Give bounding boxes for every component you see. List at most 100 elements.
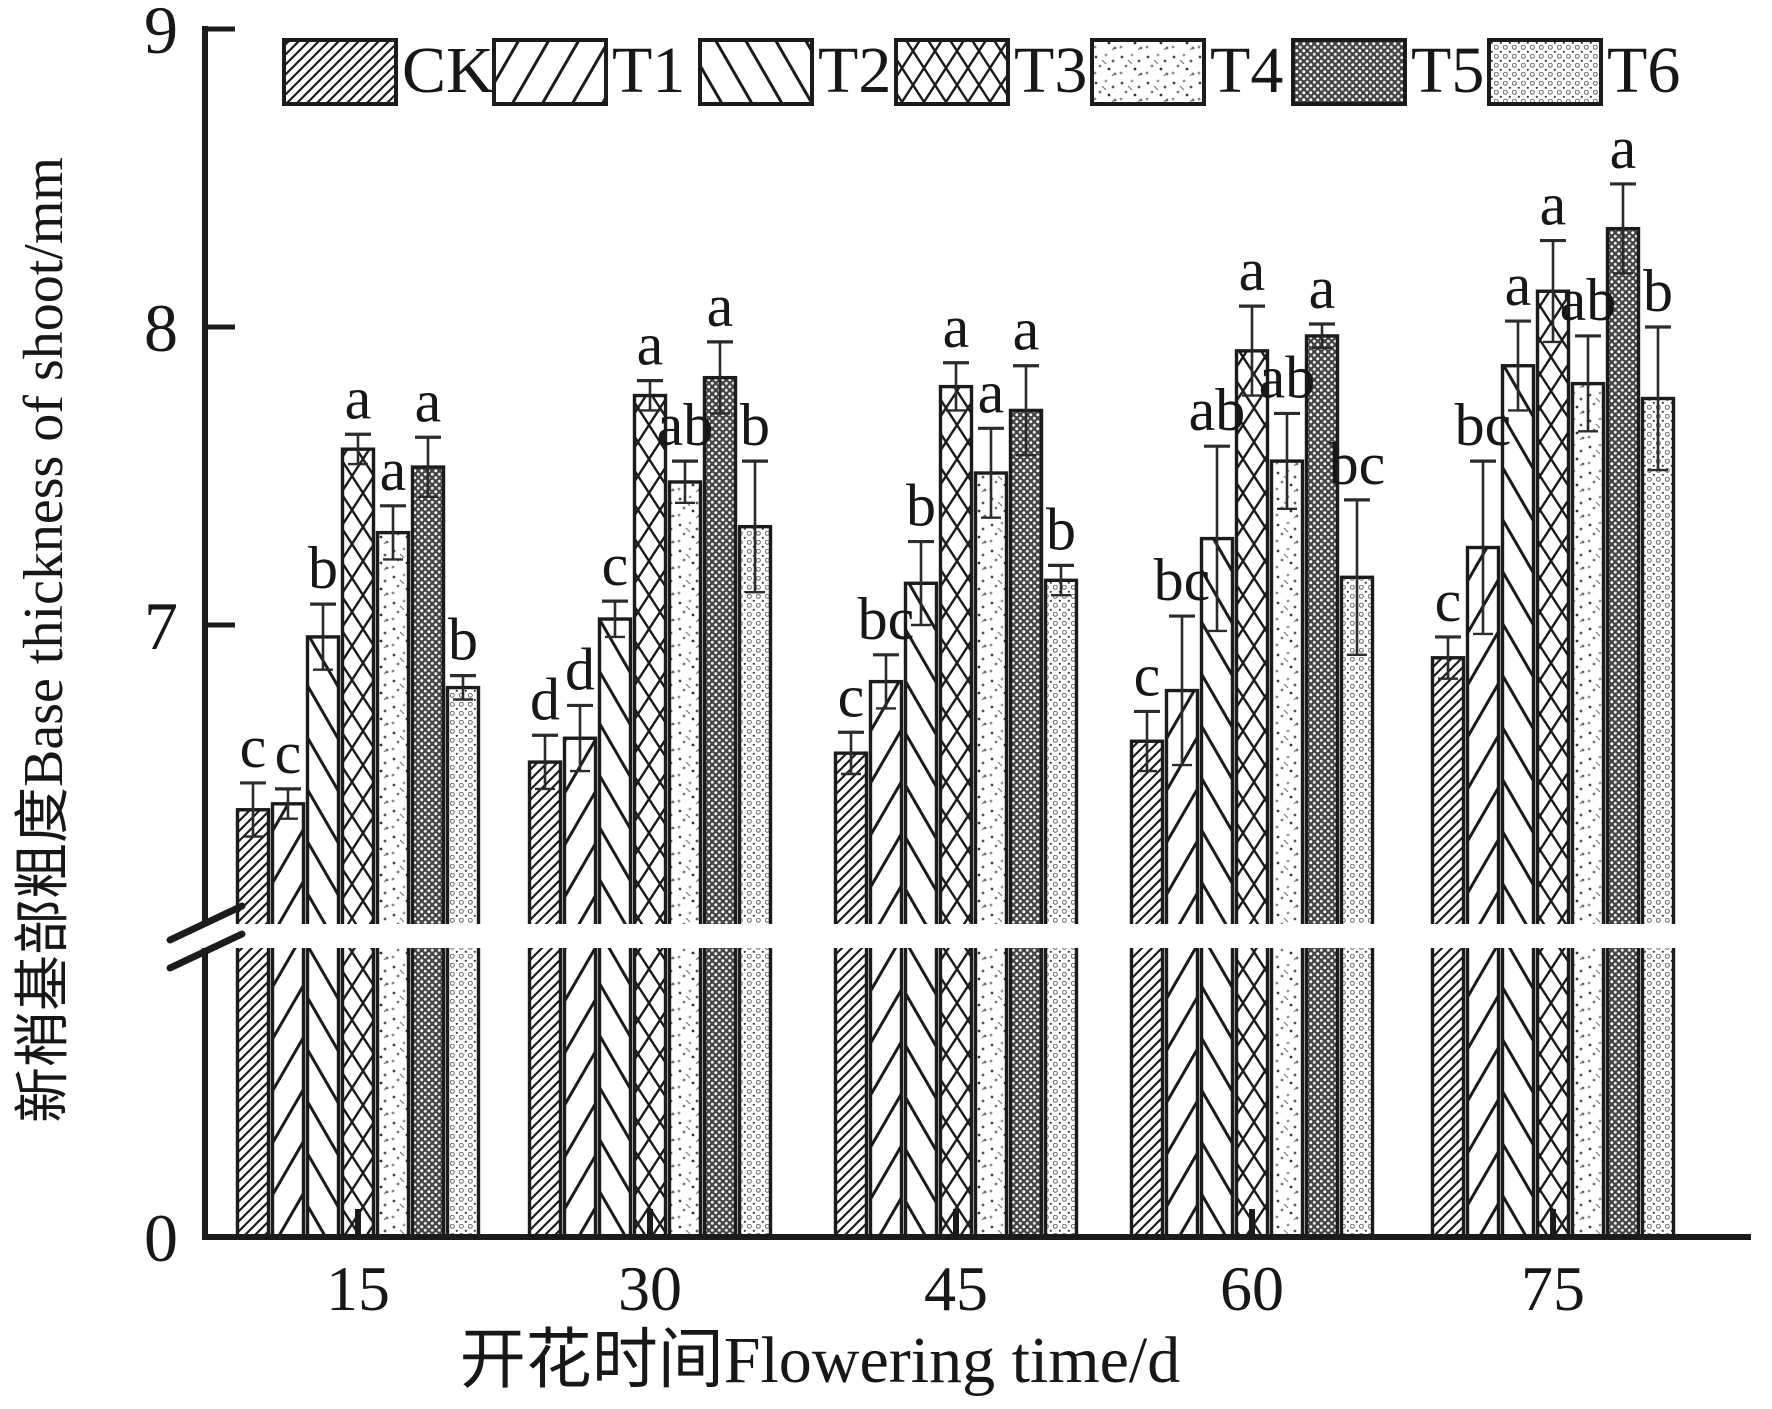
x-tick-label-15: 15: [326, 1253, 390, 1324]
legend-item-T4: T4: [1090, 34, 1283, 107]
bar-T5-60: [1304, 334, 1340, 1240]
y-tick-label-0: 0: [144, 1200, 178, 1276]
sig-letter-T5-75: a: [1610, 115, 1637, 181]
legend-swatch-CK: [282, 38, 398, 106]
legend-label-T3: T3: [1014, 34, 1087, 107]
sig-letter-T6-45: b: [1046, 496, 1076, 562]
sig-letter-T2-45: b: [906, 473, 936, 539]
bar-T5-15: [410, 465, 446, 1240]
x-tick-15: [355, 1209, 361, 1237]
x-tick-75: [1550, 1209, 1556, 1237]
sig-letter-CK-75: c: [1435, 568, 1462, 634]
bar-T3-60: [1234, 349, 1270, 1240]
legend-label-T5: T5: [1411, 34, 1484, 107]
x-tick-label-30: 30: [618, 1253, 682, 1324]
sig-letter-CK-15: c: [240, 714, 267, 780]
y-tick-label-9: 9: [144, 0, 178, 68]
sig-letter-T1-60: bc: [1154, 547, 1211, 613]
bar-T1-60: [1164, 688, 1200, 1240]
bar-T3-75: [1535, 289, 1571, 1240]
legend-item-T3: T3: [894, 34, 1087, 107]
legend-item-T1: T1: [492, 34, 685, 107]
sig-letter-T2-30: c: [602, 532, 629, 598]
sig-letter-T1-30: d: [565, 636, 595, 702]
sig-letter-T6-15: b: [448, 607, 478, 673]
bar-T6-75: [1640, 396, 1676, 1240]
x-axis: [202, 1234, 1751, 1240]
sig-letter-T1-15: c: [275, 720, 302, 786]
bar-T6-30: [737, 524, 773, 1240]
y-tick-7: [205, 622, 235, 628]
sig-letter-T4-15: a: [380, 437, 407, 503]
legend-swatch-T1: [492, 38, 608, 106]
legend-swatch-T5: [1291, 38, 1407, 106]
legend-swatch-T2: [698, 38, 814, 106]
bar-T3-30: [632, 393, 668, 1240]
axes-layer: 9 8 7 0 15 30 45 60 75 开花时间Flowering time/d 新梢基部粗度…: [13, 0, 1751, 1397]
bar-T4-75: [1570, 381, 1606, 1240]
bar-T6-60: [1339, 575, 1375, 1240]
sig-letter-T2-15: b: [308, 535, 338, 601]
legend-item-T5: T5: [1291, 34, 1484, 107]
bar-T3-45: [938, 384, 974, 1240]
bar-T5-45: [1008, 408, 1044, 1240]
legend-label-CK: CK: [402, 34, 494, 107]
sig-letter-T1-45: bc: [858, 586, 915, 652]
legend-label-T2: T2: [818, 34, 891, 107]
bar-T5-75: [1605, 226, 1641, 1240]
bar-T2-60: [1199, 536, 1235, 1240]
x-tick-label-75: 75: [1521, 1253, 1585, 1324]
bar-T4-60: [1269, 459, 1305, 1240]
sig-letter-T5-30: a: [707, 273, 734, 339]
legend-label-T1: T1: [612, 34, 685, 107]
sig-letter-T3-75: a: [1540, 172, 1567, 238]
y-axis-title: 新梢基部粗度Base thickness of shoot/mm: [13, 157, 75, 1123]
bar-T1-15: [270, 802, 306, 1240]
sig-letter-T6-30: b: [740, 392, 770, 458]
axis-break-band: [160, 924, 1762, 948]
y-tick-8: [205, 324, 235, 330]
x-tick-label-60: 60: [1220, 1253, 1284, 1324]
bar-T3-15: [340, 447, 376, 1240]
legend-item-CK: CK: [282, 34, 494, 107]
bar-T4-30: [667, 480, 703, 1240]
sig-letter-CK-60: c: [1134, 642, 1161, 708]
legend-label-T6: T6: [1607, 34, 1680, 107]
sig-letter-T5-15: a: [415, 368, 442, 434]
bar-T2-75: [1500, 364, 1536, 1240]
bar-T1-30: [562, 736, 598, 1240]
sig-letter-CK-30: d: [530, 666, 560, 732]
bar-T2-45: [903, 581, 939, 1240]
bar-T4-45: [973, 471, 1009, 1240]
sig-letter-T2-75: a: [1505, 252, 1532, 318]
legend-swatch-T6: [1487, 38, 1603, 106]
y-axis-lower: [202, 948, 208, 1240]
sig-letter-T3-60: a: [1239, 237, 1266, 303]
sig-letter-T2-60: ab: [1189, 377, 1246, 443]
sig-letter-T4-75: ab: [1560, 267, 1617, 333]
bar-CK-60: [1129, 739, 1165, 1240]
bar-CK-15: [235, 808, 271, 1240]
bar-T4-15: [375, 530, 411, 1240]
bar-T6-45: [1043, 578, 1079, 1240]
sig-letter-T1-75: bc: [1455, 392, 1512, 458]
sig-letter-T5-60: a: [1309, 255, 1336, 321]
bar-CK-45: [833, 751, 869, 1240]
legend: CK T1 T2 T3 T4 T5 T6: [282, 34, 1680, 107]
x-tick-60: [1249, 1209, 1255, 1237]
x-tick-30: [647, 1209, 653, 1237]
legend-swatch-T3: [894, 38, 1010, 106]
bar-T6-15: [445, 685, 481, 1240]
y-axis-upper: [202, 26, 208, 924]
x-tick-label-45: 45: [924, 1253, 988, 1324]
bars-layer: [235, 226, 1676, 1240]
y-tick-label-7: 7: [144, 588, 178, 664]
sig-letter-T4-60: ab: [1259, 344, 1316, 410]
legend-item-T6: T6: [1487, 34, 1680, 107]
sig-letter-T3-45: a: [943, 294, 970, 360]
bar-T1-75: [1465, 545, 1501, 1240]
sig-letter-T4-45: a: [978, 359, 1005, 425]
sig-letter-T3-15: a: [345, 365, 372, 431]
